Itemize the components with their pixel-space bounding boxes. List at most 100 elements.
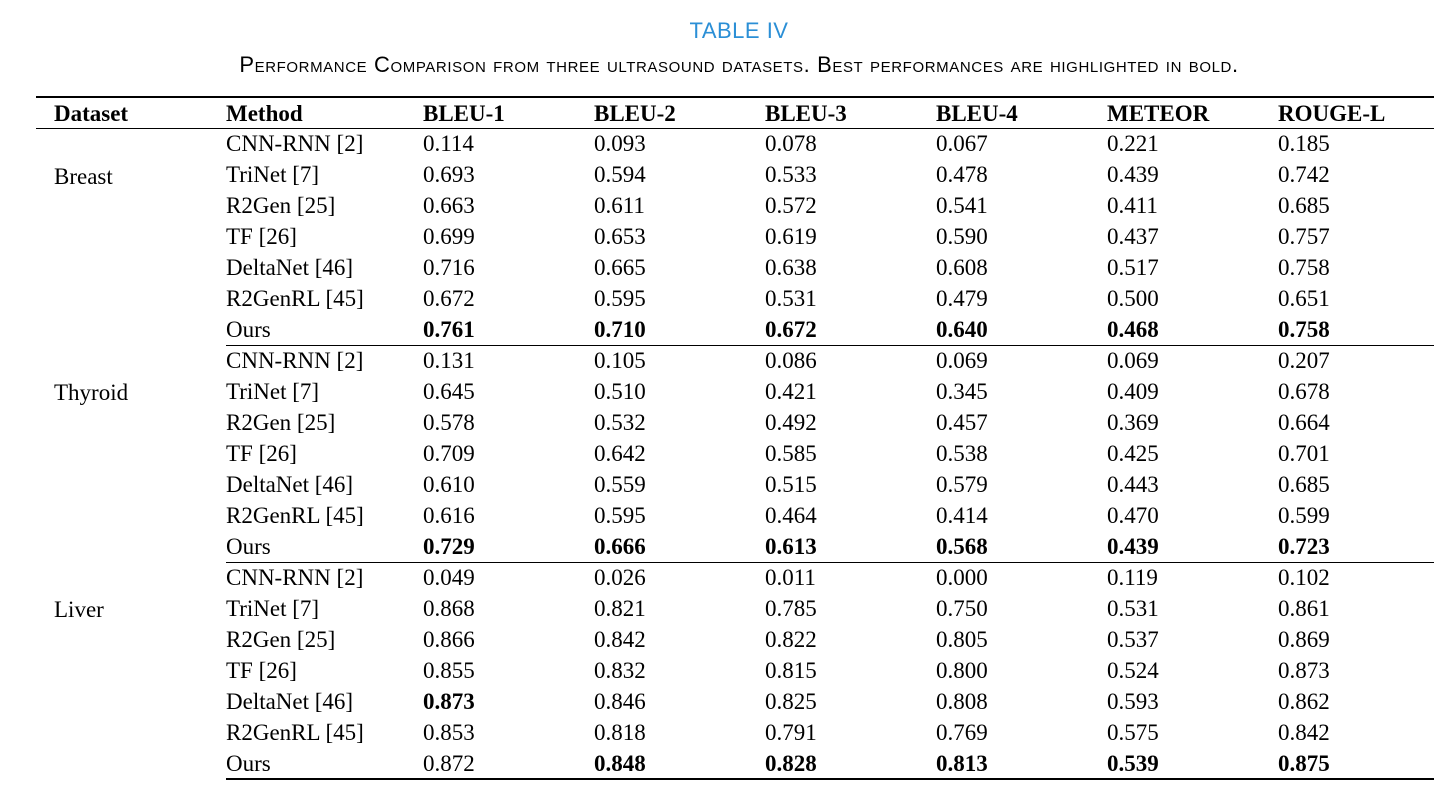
metric-value-cell: 0.207 — [1278, 348, 1330, 374]
metric-value-cell: 0.538 — [936, 441, 988, 466]
metric-value-cell: 0.437 — [1107, 224, 1159, 249]
metric-value-cell: 0.067 — [936, 131, 988, 157]
metric-value-cell: 0.531 — [1107, 596, 1159, 621]
method-cell: TriNet [7] — [226, 162, 320, 187]
metric-value-cell: 0.616 — [423, 503, 475, 528]
metric-value-cell: 0.818 — [594, 720, 646, 745]
metric-value-cell: 0.693 — [423, 162, 475, 187]
metric-value-cell: 0.663 — [423, 193, 475, 218]
header-dataset: Dataset — [36, 96, 226, 129]
metric-value-cell: 0.524 — [1107, 658, 1159, 683]
metric-value-cell: 0.750 — [936, 596, 988, 621]
metric-value-cell: 0.439 — [1107, 162, 1159, 187]
metric-value-cell: 0.701 — [1278, 441, 1330, 466]
metric-value-cell: 0.855 — [423, 658, 475, 683]
metric-value-cell: 0.595 — [594, 286, 646, 311]
metric-value-cell: 0.078 — [765, 131, 817, 157]
metric-value-cell: 0.421 — [765, 379, 817, 404]
method-cell: R2Gen [25] — [226, 410, 336, 435]
metric-value-cell: 0.710 — [594, 314, 765, 346]
metric-value-cell: 0.539 — [1107, 748, 1278, 780]
metric-value-cell: 0.685 — [1278, 193, 1330, 218]
metric-value-cell: 0.345 — [936, 379, 988, 404]
metric-value-cell: 0.758 — [1278, 314, 1434, 346]
metric-value-cell: 0.872 — [423, 748, 594, 780]
method-cell: R2GenRL [45] — [226, 286, 364, 311]
method-cell: CNN-RNN [2] — [226, 565, 364, 591]
method-cell: TriNet [7] — [226, 596, 320, 621]
metric-value-cell: 0.515 — [765, 472, 817, 497]
method-cell: DeltaNet [46] — [226, 472, 354, 497]
metric-value-cell: 0.478 — [936, 162, 988, 187]
metric-value-cell: 0.791 — [765, 720, 817, 745]
metric-value-cell: 0.873 — [423, 689, 475, 714]
metric-value-cell: 0.821 — [594, 596, 646, 621]
metric-value-cell: 0.510 — [594, 379, 646, 404]
metric-value-cell: 0.049 — [423, 565, 475, 591]
method-cell: TF [26] — [226, 441, 297, 466]
metric-value-cell: 0.599 — [1278, 503, 1330, 528]
method-cell: DeltaNet [46] — [226, 255, 354, 280]
metric-value-cell: 0.825 — [765, 689, 817, 714]
table-caption: Performance Comparison from three ultras… — [239, 52, 1239, 77]
method-cell: CNN-RNN [2] — [226, 131, 364, 157]
metric-value-cell: 0.611 — [594, 193, 645, 218]
metric-value-cell: 0.642 — [594, 441, 646, 466]
table-row: Ours 0.761 0.710 0.672 0.640 0.468 0.758 — [36, 314, 1434, 346]
table-row: R2GenRL [45] 0.853 0.818 0.791 0.769 0.575 0.8… — [36, 717, 1434, 748]
method-cell: R2Gen [25] — [226, 193, 336, 218]
method-cell: DeltaNet [46] — [226, 689, 354, 714]
metric-value-cell: 0.608 — [936, 255, 988, 280]
table-row: R2GenRL [45] 0.616 0.595 0.464 0.414 0.470 0.5… — [36, 500, 1434, 531]
metric-value-cell: 0.785 — [765, 596, 817, 621]
metric-value-cell: 0.832 — [594, 658, 646, 683]
table-row: TF [26] 0.699 0.653 0.619 0.590 0.437 0.757 — [36, 221, 1434, 252]
header-bleu-2: BLEU-2 — [594, 96, 765, 129]
metric-value-cell: 0.492 — [765, 410, 817, 435]
method-cell: TriNet [7] — [226, 379, 320, 404]
metric-value-cell: 0.619 — [765, 224, 817, 249]
metric-value-cell: 0.086 — [765, 348, 817, 374]
table-body: Breast CNN-RNN [2] 0.114 0.093 0.078 0.067 0.2… — [36, 128, 1434, 780]
metric-value-cell: 0.500 — [1107, 286, 1159, 311]
metric-value-cell: 0.672 — [423, 286, 475, 311]
metric-value-cell: 0.716 — [423, 255, 475, 280]
metric-value-cell: 0.457 — [936, 410, 988, 435]
metric-value-cell: 0.414 — [936, 503, 988, 528]
method-cell: Ours — [226, 531, 423, 563]
metric-value-cell: 0.729 — [423, 531, 594, 563]
table-row: DeltaNet [46] 0.716 0.665 0.638 0.608 0.517 0.… — [36, 252, 1434, 283]
metric-value-cell: 0.666 — [594, 531, 765, 563]
metric-value-cell: 0.069 — [1107, 348, 1159, 374]
header-meteor: METEOR — [1107, 96, 1278, 129]
metric-value-cell: 0.470 — [1107, 503, 1159, 528]
table-row: Ours 0.872 0.848 0.828 0.813 0.539 0.875 — [36, 748, 1434, 780]
table-row: R2Gen [25] 0.866 0.842 0.822 0.805 0.537 0.869 — [36, 624, 1434, 655]
metric-value-cell: 0.709 — [423, 441, 475, 466]
metric-value-cell: 0.479 — [936, 286, 988, 311]
metric-value-cell: 0.105 — [594, 348, 646, 374]
metric-value-cell: 0.757 — [1278, 224, 1330, 249]
metric-value-cell: 0.828 — [765, 748, 936, 780]
metric-value-cell: 0.862 — [1278, 689, 1330, 714]
dataset-name: Thyroid — [54, 380, 129, 405]
method-cell: CNN-RNN [2] — [226, 348, 364, 374]
metric-value-cell: 0.846 — [594, 689, 646, 714]
metric-value-cell: 0.114 — [423, 131, 474, 157]
metric-value-cell: 0.439 — [1107, 531, 1278, 563]
metric-value-cell: 0.531 — [765, 286, 817, 311]
metric-value-cell: 0.800 — [936, 658, 988, 683]
metric-value-cell: 0.866 — [423, 627, 475, 652]
metric-value-cell: 0.221 — [1107, 131, 1159, 157]
metric-value-cell: 0.651 — [1278, 286, 1330, 311]
table-row: Ours 0.729 0.666 0.613 0.568 0.439 0.723 — [36, 531, 1434, 563]
metric-value-cell: 0.026 — [594, 565, 646, 591]
metric-value-cell: 0.861 — [1278, 596, 1330, 621]
metric-value-cell: 0.769 — [936, 720, 988, 745]
metric-value-cell: 0.815 — [765, 658, 817, 683]
metric-value-cell: 0.131 — [423, 348, 475, 374]
table-row: TriNet [7] 0.868 0.821 0.785 0.750 0.531 0.861 — [36, 593, 1434, 624]
metric-value-cell: 0.102 — [1278, 565, 1330, 591]
metric-value-cell: 0.699 — [423, 224, 475, 249]
metric-value-cell: 0.808 — [936, 689, 988, 714]
